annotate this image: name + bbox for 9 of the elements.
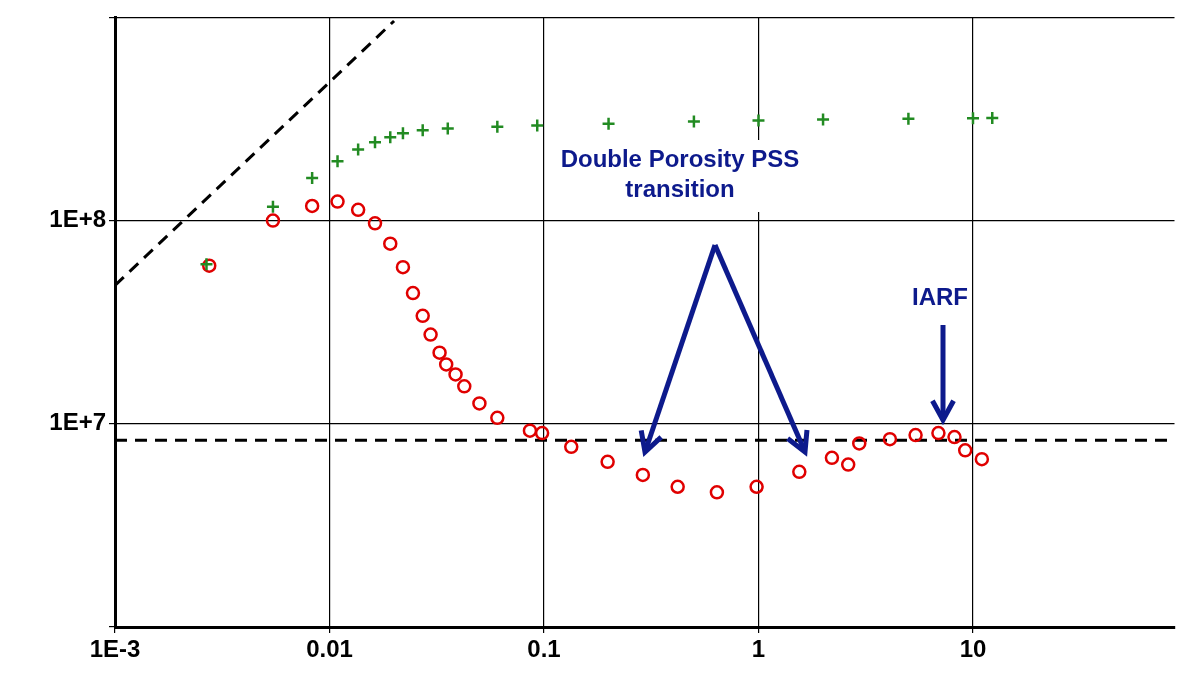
annotation: Double Porosity PSS transition [560, 144, 800, 202]
x-tick-label: 0.01 [306, 635, 353, 663]
x-tick-label: 10 [959, 635, 987, 663]
x-tick-label: 1E-3 [89, 635, 141, 663]
x-tick-label: 0.1 [527, 635, 561, 663]
y-tick-label: 1E+7 [49, 408, 106, 436]
annotation: IARF [912, 282, 968, 310]
x-tick-label: 1 [751, 635, 766, 663]
y-tick-label: 1E+8 [49, 205, 106, 233]
